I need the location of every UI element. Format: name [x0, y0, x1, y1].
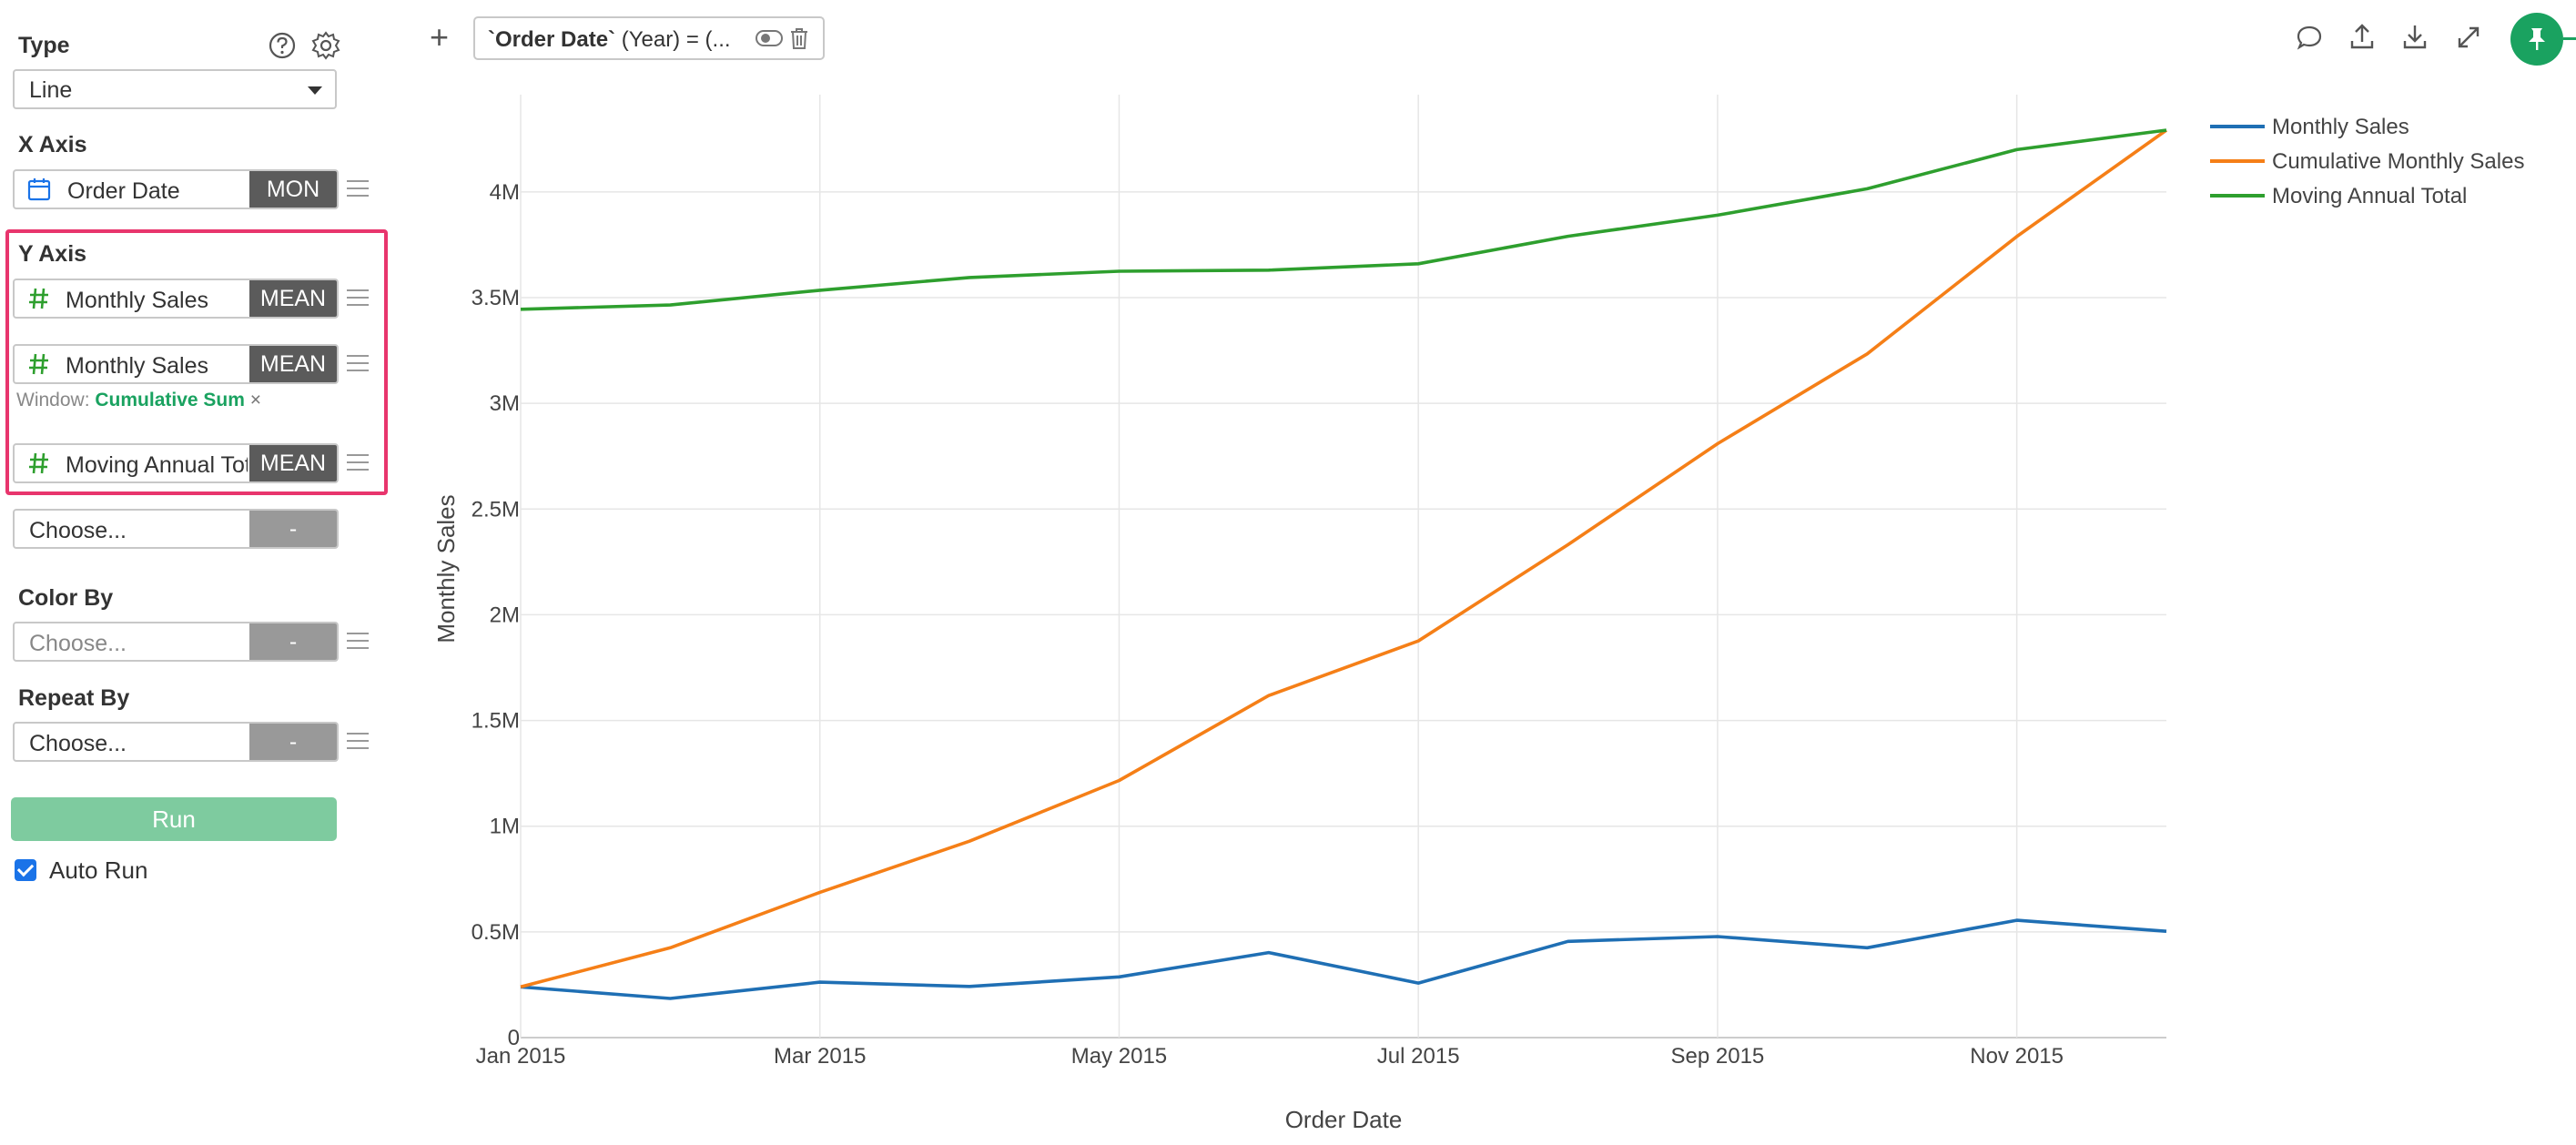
x-field-aggregation[interactable]: MON: [249, 171, 337, 208]
y-field-1-name: Monthly Sales: [66, 288, 209, 313]
y-axis-title: Monthly Sales: [432, 494, 460, 643]
series-line-2: [520, 128, 2168, 989]
upload-icon[interactable]: [2348, 22, 2376, 51]
x-axis-label: X Axis: [18, 132, 87, 157]
y-axis-field-2[interactable]: Monthly Sales MEAN: [13, 344, 339, 384]
expand-icon[interactable]: [2455, 24, 2482, 51]
drag-handle-icon[interactable]: [347, 633, 369, 651]
x-axis-field[interactable]: Order Date MON: [13, 169, 339, 209]
y-tick-label: 0.5M: [472, 920, 520, 945]
chart-settings-panel: Type Line X Axis Order Date MON Y Axis M…: [0, 0, 401, 1145]
y-field-3-aggregation[interactable]: MEAN: [249, 445, 337, 481]
repeat-by-placeholder: Choose...: [29, 731, 127, 756]
x-tick-label: May 2015: [1071, 1044, 1167, 1069]
chart-type-value: Line: [29, 77, 73, 103]
trash-icon[interactable]: [788, 26, 810, 50]
y-field-3-name: Moving Annual Total: [66, 452, 248, 478]
legend-label: Monthly Sales: [2272, 115, 2409, 139]
color-by-placeholder: Choose...: [29, 631, 127, 656]
y-tick-label: 2M: [490, 603, 520, 627]
y-axis-label: Y Axis: [18, 241, 87, 267]
calendar-icon: [27, 178, 51, 201]
color-by-aggregation[interactable]: -: [249, 623, 337, 660]
x-axis-title: Order Date: [1285, 1106, 1403, 1133]
chart-type-select[interactable]: Line: [13, 69, 337, 109]
repeat-by-label: Repeat By: [18, 685, 130, 711]
y-tick-label: 4M: [490, 180, 520, 205]
add-filter-button[interactable]: +: [430, 18, 450, 56]
y-axis-highlight: [5, 229, 388, 495]
type-label: Type: [18, 33, 70, 58]
y-field-2-name: Monthly Sales: [66, 353, 209, 379]
pin-button[interactable]: [2510, 13, 2563, 66]
color-by-label: Color By: [18, 585, 114, 611]
y-axis-field-3[interactable]: Moving Annual Total MEAN: [13, 443, 339, 483]
toggle-icon[interactable]: [756, 28, 783, 48]
chart-legend: Monthly Sales Cumulative Monthly Sales Mov…: [2210, 115, 2524, 208]
pin-icon: [2529, 28, 2545, 50]
y-axis-add-field[interactable]: Choose... -: [13, 509, 339, 549]
legend-label: Cumulative Monthly Sales: [2272, 149, 2524, 174]
series-line-3: [520, 128, 2167, 311]
window-value[interactable]: Cumulative Sum: [95, 390, 245, 410]
chart-series: [520, 128, 2168, 1000]
drag-handle-icon[interactable]: [347, 454, 369, 472]
y-field-2-aggregation[interactable]: MEAN: [249, 346, 337, 382]
filter-condition: (Year) = (...: [615, 27, 731, 52]
drag-handle-icon[interactable]: [347, 180, 369, 198]
color-by-field[interactable]: Choose... -: [13, 622, 339, 662]
x-tick-label: Nov 2015: [1970, 1044, 2064, 1069]
legend-label: Moving Annual Total: [2272, 184, 2467, 208]
filter-text: `Order Date` (Year) = (...: [488, 27, 731, 53]
number-icon: [29, 353, 48, 375]
x-field-name: Order Date: [67, 178, 180, 204]
series-line-1: [520, 918, 2167, 1000]
filter-pill[interactable]: `Order Date` (Year) = (...: [473, 16, 825, 60]
number-icon: [29, 452, 48, 474]
auto-run-label: Auto Run: [49, 856, 148, 884]
y-tick-label: 0: [508, 1026, 520, 1050]
chart-ticks: 0 0.5M 1M 1.5M 2M 2.5M 3M 3.5M 4M Jan 2015 Mar 201…: [472, 180, 2064, 1069]
y-tick-label: 2.5M: [472, 497, 520, 522]
window-label: Window:: [16, 390, 90, 410]
y-field-1-aggregation[interactable]: MEAN: [249, 280, 337, 317]
x-tick-label: Mar 2015: [774, 1044, 866, 1069]
repeat-by-field[interactable]: Choose... -: [13, 722, 339, 762]
window-calculation: Window: Cumulative Sum ×: [16, 390, 261, 411]
y-add-placeholder: Choose...: [29, 518, 127, 543]
chevron-down-icon: [308, 86, 322, 95]
y-axis-field-1[interactable]: Monthly Sales MEAN: [13, 279, 339, 319]
y-tick-label: 3.5M: [472, 286, 520, 310]
y-tick-label: 1M: [490, 815, 520, 839]
y-tick-label: 1.5M: [472, 709, 520, 734]
y-add-aggregation[interactable]: -: [249, 511, 337, 547]
y-tick-label: 3M: [490, 391, 520, 416]
remove-window-icon[interactable]: ×: [249, 390, 262, 410]
drag-handle-icon[interactable]: [347, 355, 369, 373]
repeat-by-aggregation[interactable]: -: [249, 724, 337, 760]
filter-field: `Order Date`: [488, 27, 616, 52]
number-icon: [29, 288, 48, 309]
comment-icon[interactable]: [2296, 24, 2323, 51]
drag-handle-icon[interactable]: [347, 289, 369, 308]
pin-connector: [2563, 37, 2576, 40]
x-tick-label: Sep 2015: [1671, 1044, 1765, 1069]
gear-icon[interactable]: [309, 29, 342, 62]
chart-grid: [520, 95, 2166, 1039]
run-button[interactable]: Run: [11, 797, 337, 841]
help-icon[interactable]: [266, 29, 299, 62]
auto-run-checkbox[interactable]: [15, 859, 36, 881]
download-icon[interactable]: [2401, 22, 2429, 51]
x-tick-label: Jan 2015: [476, 1044, 566, 1069]
x-tick-label: Jul 2015: [1377, 1044, 1460, 1069]
drag-handle-icon[interactable]: [347, 733, 369, 751]
